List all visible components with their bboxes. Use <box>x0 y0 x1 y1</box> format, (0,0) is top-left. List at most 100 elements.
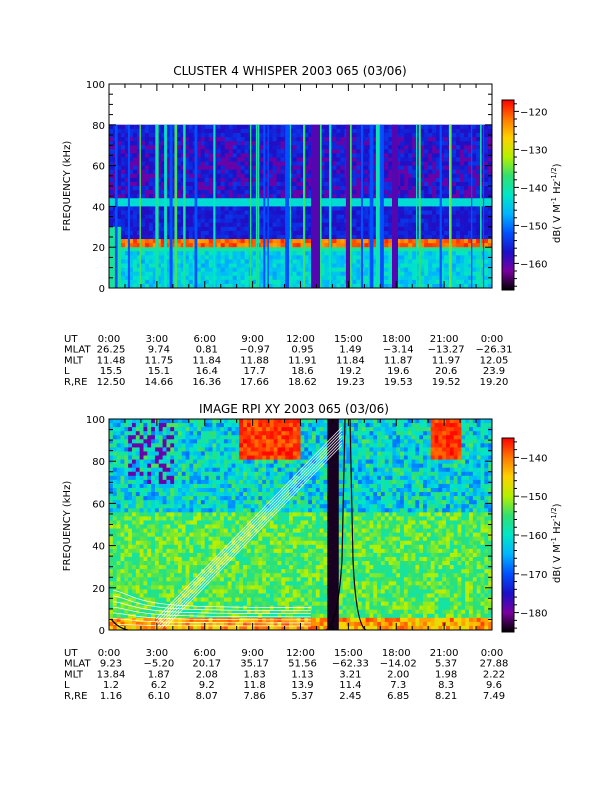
cluster-cell <box>364 235 368 240</box>
cluster-cell <box>472 276 476 281</box>
cluster-cell <box>356 206 360 211</box>
cluster-cell <box>404 280 408 285</box>
cluster-cell <box>189 206 193 211</box>
cluster-cell <box>340 210 344 215</box>
image-cell <box>147 480 151 485</box>
cluster-cell <box>476 198 480 203</box>
cluster-cell <box>352 276 356 281</box>
image-cell <box>155 537 159 542</box>
cluster-cell <box>384 186 388 191</box>
cluster-cell <box>205 190 209 195</box>
cluster-cell <box>233 251 237 256</box>
ephemeris-cell: 3:00 <box>146 334 168 345</box>
cluster-cell <box>189 255 193 260</box>
cluster-cell <box>340 227 344 232</box>
cluster-cell <box>209 157 213 162</box>
cluster-cell <box>189 231 193 236</box>
cluster-cell <box>336 157 340 162</box>
image-cell <box>147 435 151 440</box>
cluster-cell <box>356 145 360 150</box>
cluster-cell <box>460 202 464 207</box>
image-cell <box>136 537 140 542</box>
image-cell <box>151 439 155 444</box>
cluster-cell <box>225 190 229 195</box>
image-cell <box>128 456 132 461</box>
cluster-cell <box>464 166 468 171</box>
cluster-cell <box>472 223 476 228</box>
image-cell <box>155 561 159 566</box>
cluster-cell <box>117 223 121 228</box>
cluster-cell <box>472 125 476 130</box>
image-cell <box>155 516 159 521</box>
image-cell <box>113 581 117 586</box>
image-cell <box>136 553 140 558</box>
image-cell <box>124 516 128 521</box>
cluster-cell <box>205 149 209 154</box>
cluster-cell <box>444 198 448 203</box>
cluster-cell <box>201 251 205 256</box>
cluster-cell <box>324 190 328 195</box>
image-cell <box>136 492 140 497</box>
cluster-cell <box>400 243 404 248</box>
cluster-cell <box>464 125 468 130</box>
cluster-cell <box>297 206 301 211</box>
cluster-cell <box>273 153 277 158</box>
cluster-cell <box>201 259 205 264</box>
image-cell <box>163 435 167 440</box>
cluster-cell <box>281 276 285 281</box>
cluster-cell <box>472 219 476 224</box>
cluster-cell <box>237 153 241 158</box>
image-cell <box>170 447 174 452</box>
image-cell <box>132 508 136 513</box>
cluster-cell <box>201 223 205 228</box>
cluster-cell <box>432 186 436 191</box>
cluster-cell <box>121 174 125 179</box>
cluster-cell <box>412 174 416 179</box>
image-cell <box>151 500 155 505</box>
image-cell <box>117 577 121 582</box>
cluster-cell <box>293 227 297 232</box>
cluster-cell <box>324 170 328 175</box>
cluster-cell <box>149 157 153 162</box>
image-cell <box>124 447 128 452</box>
cluster-cell <box>269 272 273 277</box>
image-cell <box>128 419 132 424</box>
cluster-cell <box>189 141 193 146</box>
cluster-cell <box>464 276 468 281</box>
cluster-cell <box>472 251 476 256</box>
cluster-cell <box>189 268 193 273</box>
cluster-cell <box>149 129 153 134</box>
cluster-cell <box>424 255 428 260</box>
image-cell <box>151 447 155 452</box>
cluster-cell <box>145 153 149 158</box>
cluster-cell <box>297 170 301 175</box>
image-cell <box>132 500 136 505</box>
image-cell <box>166 545 170 550</box>
cluster-cell <box>356 223 360 228</box>
y-tick-label: 100 <box>86 80 105 91</box>
image-cell <box>163 423 167 428</box>
cluster-cell <box>464 251 468 256</box>
cluster-cell <box>352 243 356 248</box>
cluster-cell <box>121 215 125 220</box>
cluster-cell <box>205 276 209 281</box>
image-cell <box>140 537 144 542</box>
cluster-cell <box>241 251 245 256</box>
cluster-cell <box>233 166 237 171</box>
cluster-cell <box>444 186 448 191</box>
cluster-cell <box>141 210 145 215</box>
cluster-cell <box>404 210 408 215</box>
cluster-cell <box>456 239 460 244</box>
cluster-cell <box>456 153 460 158</box>
image-cell <box>159 569 163 574</box>
cluster-cell <box>281 129 285 134</box>
cluster-cell <box>201 182 205 187</box>
cluster-cell <box>141 231 145 236</box>
cluster-cell <box>336 235 340 240</box>
cluster-cell <box>404 223 408 228</box>
image-cell <box>128 468 132 473</box>
cluster-cell <box>269 166 273 171</box>
cluster-cell <box>205 182 209 187</box>
cluster-cell <box>145 145 149 150</box>
